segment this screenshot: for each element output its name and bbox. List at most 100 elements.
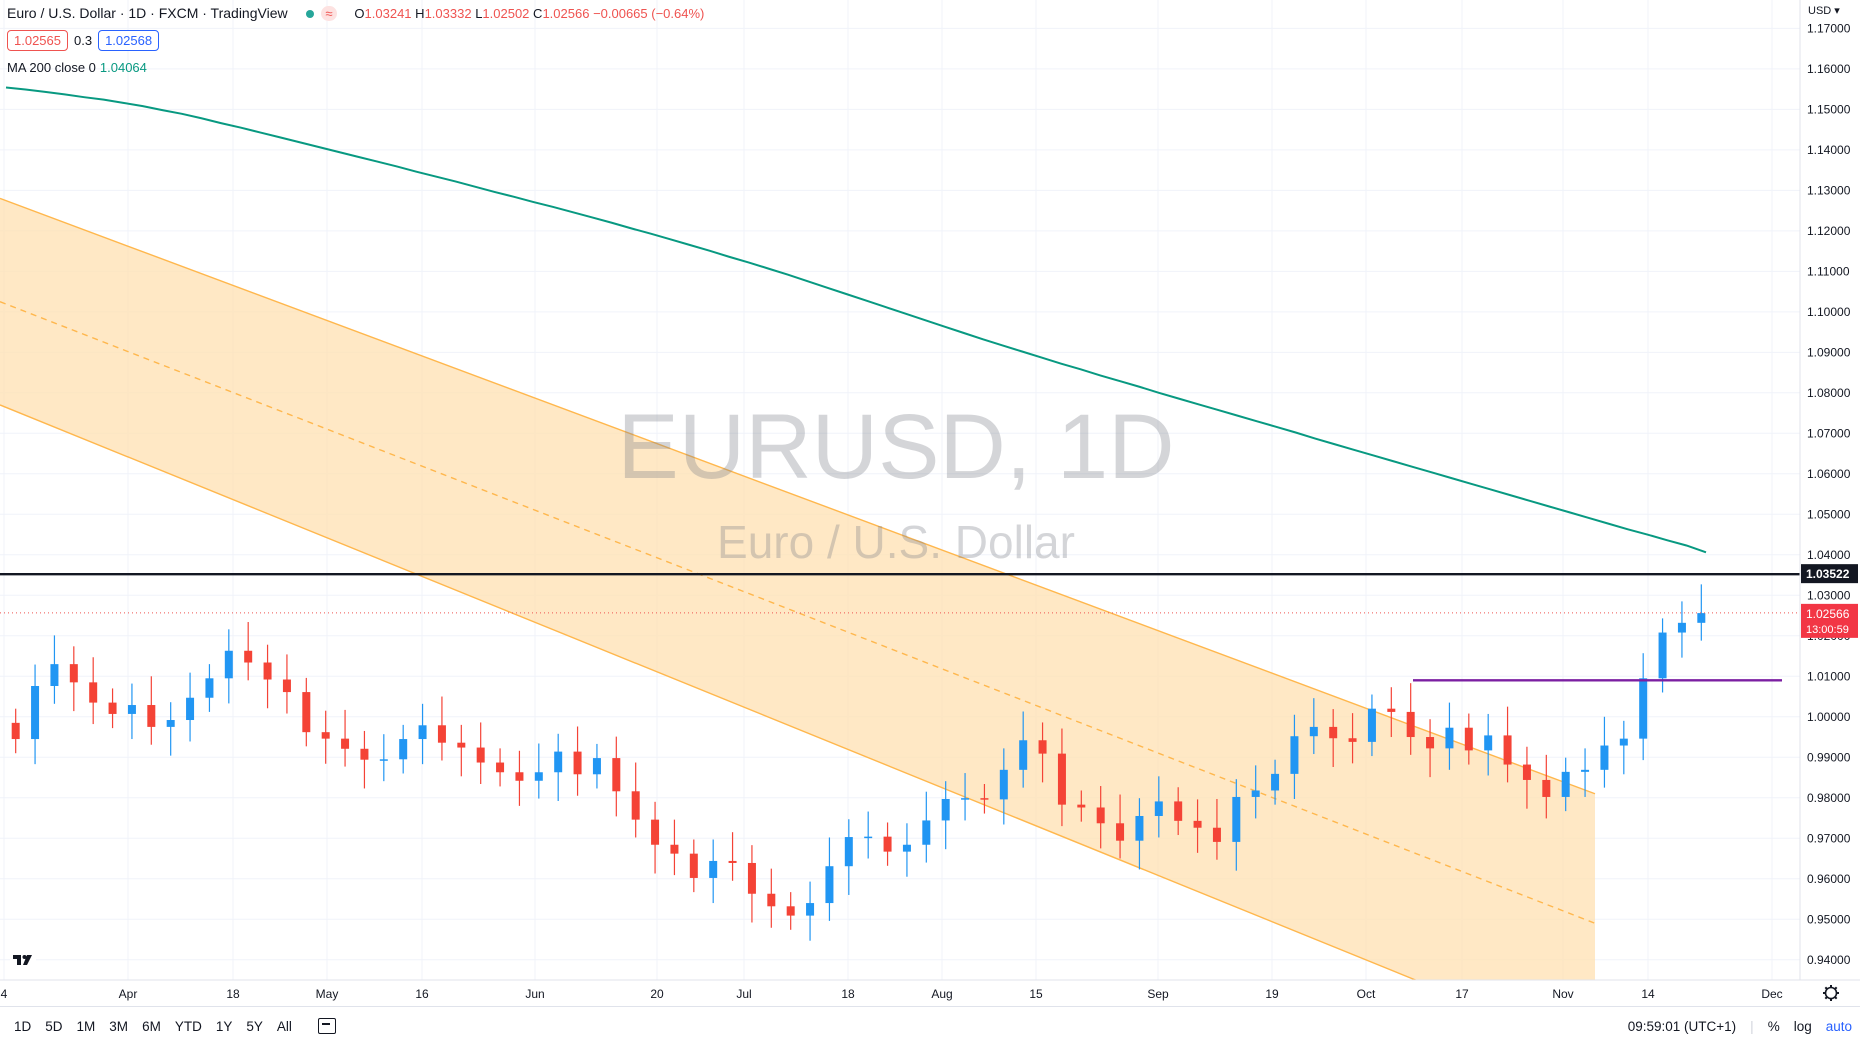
timeframe-1d[interactable]: 1D: [14, 1018, 32, 1034]
tradingview-logo[interactable]: [10, 949, 36, 971]
candle-body: [980, 798, 989, 800]
candle-body: [166, 720, 175, 727]
price-tick-label: 1.15000: [1807, 102, 1851, 116]
replay-icon[interactable]: ≈: [321, 6, 337, 21]
candle-body: [205, 678, 214, 698]
candle-body: [282, 679, 291, 693]
candle-body: [69, 664, 78, 683]
regression-channel: [0, 198, 1595, 1049]
candle: [1542, 754, 1551, 819]
candle: [1232, 779, 1241, 871]
sell-button[interactable]: 1.02565: [7, 30, 68, 51]
percent-toggle[interactable]: %: [1767, 1018, 1780, 1034]
candle-body: [1367, 708, 1376, 742]
candle-body: [1658, 632, 1667, 679]
candle-body: [496, 762, 505, 773]
candle-body: [844, 837, 853, 867]
candle: [1174, 787, 1183, 836]
candle-body: [1348, 738, 1357, 742]
log-toggle[interactable]: log: [1793, 1018, 1812, 1034]
candle: [496, 748, 505, 787]
change-value: −0.00665 (−0.64%): [593, 6, 705, 21]
candle-body: [961, 798, 970, 800]
settings-gear-icon[interactable]: [1823, 985, 1839, 1001]
candle: [89, 657, 98, 725]
horizontal-line-badge-label: 1.03522: [1806, 567, 1850, 581]
candle-body: [573, 751, 582, 775]
candle-body: [1522, 764, 1531, 780]
candle-body: [1309, 726, 1318, 737]
candle-body: [127, 705, 136, 714]
price-tick-label: 0.94000: [1807, 953, 1851, 967]
candle: [263, 644, 272, 709]
timeframe-5d[interactable]: 5D: [45, 1018, 63, 1034]
candle: [1193, 799, 1202, 853]
buy-button[interactable]: 1.02568: [98, 30, 160, 51]
countdown-label: 13:00:59: [1806, 624, 1849, 636]
candle-body: [1290, 736, 1299, 774]
date-range-icon[interactable]: [317, 1018, 336, 1034]
candle: [205, 664, 214, 712]
candle-body: [1038, 740, 1047, 754]
timeframe-3m[interactable]: 3M: [109, 1018, 129, 1034]
candle-body: [1639, 678, 1648, 739]
candle: [1309, 698, 1318, 755]
candle: [476, 722, 485, 784]
candle: [457, 724, 466, 777]
candle: [244, 622, 253, 681]
gear-tooth: [1824, 996, 1828, 1000]
candle: [864, 811, 873, 859]
candle-body: [341, 738, 350, 749]
candle: [11, 708, 20, 754]
timeframe-1m[interactable]: 1M: [76, 1018, 96, 1034]
bottom-toolbar: 1D 5D 1M 3M 6M YTD 1Y 5Y All 09:59:01 (U…: [0, 1006, 1860, 1045]
candle-body: [1019, 740, 1028, 770]
ma200-line: [5, 86, 1707, 554]
candle-body: [902, 844, 911, 852]
candle-body: [1096, 807, 1105, 824]
candle-body: [864, 836, 873, 839]
time-tick-label: 17: [1455, 987, 1469, 1001]
candle: [1038, 722, 1047, 783]
candle-body: [554, 751, 563, 773]
candle-body: [689, 853, 698, 878]
symbol-title[interactable]: Euro / U.S. Dollar · 1D · FXCM · Trading…: [7, 5, 288, 21]
time-tick-label: Aug: [931, 987, 952, 1001]
candle: [1677, 601, 1686, 658]
candle: [1464, 713, 1473, 765]
timeframe-ytd[interactable]: YTD: [174, 1018, 202, 1034]
candle: [321, 710, 330, 764]
candle: [1251, 765, 1260, 819]
candle-body: [592, 758, 601, 775]
gear-tooth: [1824, 986, 1828, 990]
divider: |: [1750, 1018, 1754, 1034]
time-tick-label: 18: [841, 987, 855, 1001]
candle-body: [1232, 796, 1241, 842]
candle: [1135, 798, 1144, 870]
timeframe-6m[interactable]: 6M: [142, 1018, 161, 1034]
timeframe-5y[interactable]: 5Y: [246, 1018, 263, 1034]
candle: [127, 683, 136, 740]
candle-body: [437, 725, 446, 743]
time-tick-label: 14: [1641, 987, 1655, 1001]
last-price-badge: [1801, 603, 1858, 638]
candle-body: [612, 758, 621, 792]
timeframe-1y[interactable]: 1Y: [215, 1018, 233, 1034]
candle-body: [186, 697, 195, 721]
clock[interactable]: 09:59:01 (UTC+1): [1627, 1018, 1737, 1034]
price-tick-label: 1.12000: [1807, 224, 1851, 238]
candle: [670, 819, 679, 876]
candle: [1581, 748, 1590, 797]
price-tick-label: 0.97000: [1807, 831, 1851, 845]
indicator-legend[interactable]: MA 200 close 0 1.04064: [7, 60, 147, 75]
ohlc-values: O1.03241 H1.03332 L1.02502 C1.02566 −0.0…: [354, 6, 705, 21]
auto-toggle[interactable]: auto: [1825, 1018, 1852, 1034]
candle-body: [670, 844, 679, 854]
timeframe-all[interactable]: All: [276, 1018, 292, 1034]
candle: [1290, 714, 1299, 799]
candle: [592, 743, 601, 789]
candle: [631, 762, 640, 838]
time-tick-label: Nov: [1552, 987, 1573, 1001]
